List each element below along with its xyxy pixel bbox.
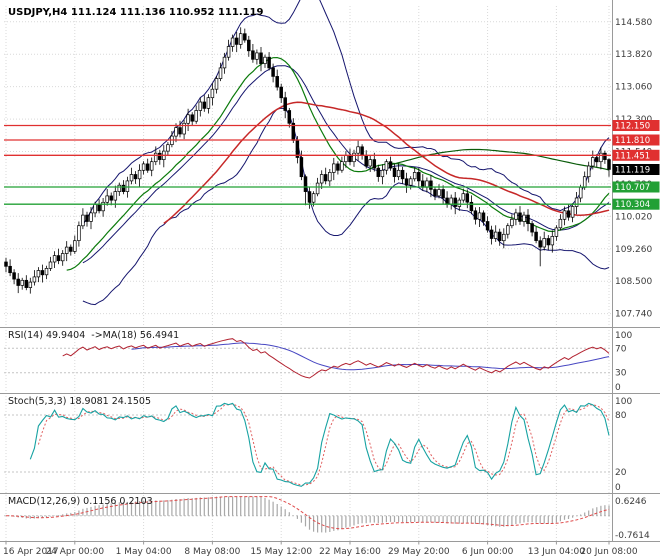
time-axis-label: 15 May 12:00 bbox=[250, 547, 312, 557]
rsi-axis-label: 30 bbox=[615, 369, 627, 379]
time-axis-label: 20 Jun 08:00 bbox=[580, 547, 637, 557]
price-axis-label: 113.060 bbox=[615, 83, 652, 93]
time-axis-label: 1 May 04:00 bbox=[116, 547, 172, 557]
price-axis-label: 110.020 bbox=[615, 212, 652, 222]
stochastic-axis-labels: 100 80 20 0 bbox=[615, 397, 632, 493]
time-axis-label: 29 May 20:00 bbox=[388, 547, 450, 557]
macd-axis-label: 0.6246 bbox=[615, 497, 647, 507]
rsi-axis-label: 0 bbox=[615, 383, 621, 393]
price-badge[interactable] bbox=[612, 120, 660, 131]
rsi-series bbox=[62, 338, 610, 379]
price-axis-label: 109.260 bbox=[615, 245, 652, 255]
price-badge-text: 110.304 bbox=[615, 200, 650, 210]
grid-lines bbox=[4, 6, 611, 541]
price-badge[interactable] bbox=[612, 181, 660, 193]
time-axis-label: 8 May 08:00 bbox=[184, 547, 240, 557]
stochastic-axis-label: 80 bbox=[615, 411, 627, 421]
price-badge[interactable] bbox=[612, 198, 660, 210]
indicator-level-lines bbox=[4, 347, 611, 517]
price-badge-text: 112.150 bbox=[615, 122, 650, 132]
stochastic-axis-label: 20 bbox=[615, 468, 627, 478]
panel-separators[interactable] bbox=[0, 0, 660, 542]
horizontal-levels[interactable] bbox=[4, 124, 611, 205]
price-badge[interactable] bbox=[612, 149, 660, 161]
time-axis-label: 13 Jun 04:00 bbox=[528, 547, 585, 557]
price-axis-label: 114.580 bbox=[615, 18, 652, 28]
time-axis-label: 22 May 16:00 bbox=[319, 547, 381, 557]
price-badge-text: 111.810 bbox=[615, 136, 650, 146]
macd-series bbox=[6, 496, 610, 533]
time-axis-label: 16 Apr 2017 bbox=[3, 547, 59, 557]
price-axis-label: 107.740 bbox=[615, 310, 652, 320]
price-badge-text: 111.119 bbox=[615, 166, 650, 176]
price-badge[interactable] bbox=[612, 134, 660, 146]
stochastic-series bbox=[29, 402, 610, 487]
macd-axis-labels: 0.6246 -0.7614 bbox=[615, 497, 650, 541]
price-badges[interactable]: 112.150 111.810 111.451 110.707 110.304 111.1… bbox=[612, 120, 660, 210]
price-axis-label: 113.820 bbox=[615, 50, 652, 60]
time-axis-label: 24 Apr 00:00 bbox=[45, 547, 104, 557]
price-badge-text: 110.707 bbox=[615, 183, 650, 193]
price-badge[interactable] bbox=[612, 164, 660, 175]
rsi-axis-labels: 100 70 30 0 bbox=[615, 331, 632, 393]
macd-axis-label: -0.7614 bbox=[615, 531, 650, 541]
price-badge-text: 111.451 bbox=[615, 151, 650, 161]
rsi-axis-label: 100 bbox=[615, 331, 632, 341]
stochastic-axis-label: 0 bbox=[615, 483, 621, 493]
price-axis-label: 108.500 bbox=[615, 277, 652, 287]
rsi-axis-label: 70 bbox=[615, 344, 627, 354]
stochastic-axis-label: 100 bbox=[615, 397, 632, 407]
time-axis-label: 6 Jun 00:00 bbox=[462, 547, 514, 557]
